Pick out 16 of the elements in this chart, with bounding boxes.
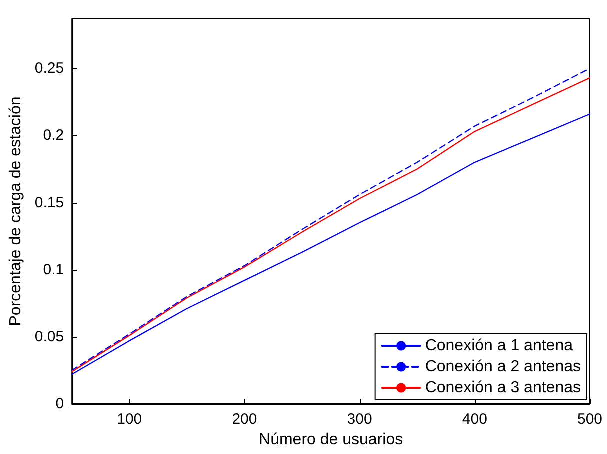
- x-tick-label: 500: [577, 411, 603, 428]
- y-tick-label: 0.1: [43, 261, 64, 278]
- x-tick-label: 400: [462, 411, 488, 428]
- legend-label: Conexión a 1 antena: [425, 338, 574, 354]
- y-tick-label: 0.05: [34, 328, 64, 346]
- x-tick-label: 200: [232, 411, 258, 428]
- x-tick-label: 100: [117, 411, 142, 428]
- legend-label: Conexión a 2 antenas: [425, 358, 581, 376]
- y-tick-label: 0.25: [34, 60, 64, 78]
- x-axis-title: Número de usuarios: [259, 431, 404, 448]
- y-tick-label: 0.2: [43, 127, 64, 144]
- y-axis-title: Porcentaje de carga de estación: [8, 96, 24, 326]
- y-tick-label: 0: [56, 396, 64, 412]
- legend-label: Conexión a 3 antenas: [425, 380, 581, 396]
- x-tick-label: 300: [347, 411, 372, 428]
- y-tick-label: 0.15: [34, 194, 64, 212]
